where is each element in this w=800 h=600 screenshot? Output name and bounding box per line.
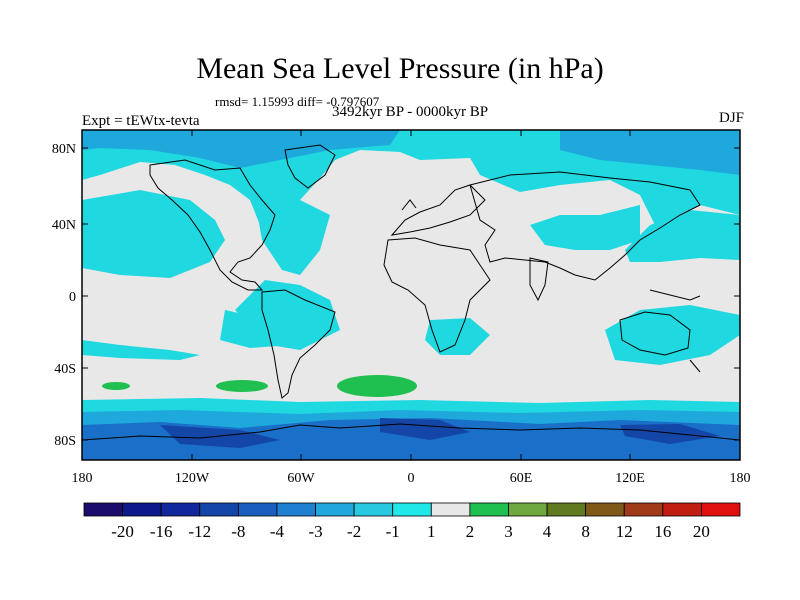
colorbar-segment (122, 502, 162, 517)
lon-tick-label: 180 (72, 471, 93, 486)
lat-tick-label: 80N (52, 142, 76, 157)
experiment-label: Expt = tEWtx-tevta (82, 113, 200, 129)
colorbar-label: -20 (111, 522, 134, 541)
north-pacific-west (82, 190, 225, 278)
colorbar-label: -3 (308, 522, 322, 541)
lat-tick-label: 80S (54, 434, 76, 449)
positive-anomaly-south-atlantic (337, 375, 417, 397)
colorbar-label: 8 (581, 522, 590, 541)
arctic-dark-patch-east (560, 130, 740, 175)
colorbar-label: 2 (466, 522, 475, 541)
colorbar-label: -4 (270, 522, 285, 541)
lon-tick-label: 180 (730, 471, 751, 486)
colorbar-label: 4 (543, 522, 552, 541)
lon-tick-label: 0 (408, 471, 415, 486)
lon-tick-label: 60W (287, 471, 315, 486)
lat-tick-label: 0 (69, 290, 76, 305)
colorbar-segment (469, 502, 509, 517)
colorbar-segment (353, 502, 394, 517)
colorbar-segment (546, 502, 587, 517)
positive-anomaly-south-pacific (216, 380, 268, 392)
colorbar-segment (276, 502, 316, 517)
colorbar-segment (701, 502, 741, 517)
colorbar-segment (315, 502, 355, 517)
colorbar-label: -16 (150, 522, 173, 541)
central-asia-band (530, 205, 640, 250)
colorbar-label: 1 (427, 522, 436, 541)
colorbar-label: 20 (693, 522, 710, 541)
colorbar-segment (430, 502, 471, 517)
colorbar-segment (585, 502, 625, 517)
lon-tick-label: 120E (615, 471, 645, 486)
colorbar-label: -12 (188, 522, 211, 541)
colorbar: -20 -16 -12 -8 -4 -3 -2 -1 1 2 3 4 8 12 16 20 (83, 502, 741, 541)
colorbar-segment (392, 502, 432, 517)
colorbar-label: 3 (504, 522, 513, 541)
antarctic-dark-patch-3 (620, 424, 720, 444)
lat-tick-label: 40S (54, 362, 76, 377)
pressure-field (82, 130, 740, 460)
australia-anomaly (605, 305, 740, 365)
period-label: 3492kyr BP - 0000kyr BP (331, 104, 489, 120)
colorbar-segment (83, 502, 123, 517)
north-pacific-east (625, 210, 740, 262)
season-label: DJF (718, 110, 744, 126)
colorbar-segment (199, 502, 239, 517)
colorbar-segment (508, 502, 548, 517)
east-pacific-band (82, 340, 200, 360)
lat-axis: 80N 40N 0 40S 80S (52, 142, 740, 449)
coastlines (82, 144, 740, 441)
lon-tick-label: 120W (175, 471, 210, 486)
south-pacific-anomaly (220, 310, 290, 348)
arctic-dark-patch (82, 130, 400, 168)
antarctic-dark-patch-2 (380, 418, 470, 440)
colorbar-segment (237, 502, 278, 517)
colorbar-segment (662, 502, 702, 517)
colorbar-label: 12 (616, 522, 633, 541)
stats-label: rmsd= 1.15993 diff= -0.797607 (215, 94, 380, 109)
colorbar-label: 16 (654, 522, 671, 541)
positive-anomaly-far-south-pacific (102, 382, 130, 390)
lon-axis: 180 120W 60W 0 60E 120E 180 (72, 130, 751, 486)
colorbar-label: -8 (231, 522, 245, 541)
colorbar-segment (623, 502, 664, 517)
lat-tick-label: 40N (52, 218, 76, 233)
map-title: Mean Sea Level Pressure (in hPa) (196, 52, 604, 85)
colorbar-segment (160, 502, 201, 517)
colorbar-label: -1 (386, 522, 400, 541)
lon-tick-label: 60E (510, 471, 533, 486)
colorbar-label: -2 (347, 522, 361, 541)
south-africa-anomaly (425, 318, 490, 355)
